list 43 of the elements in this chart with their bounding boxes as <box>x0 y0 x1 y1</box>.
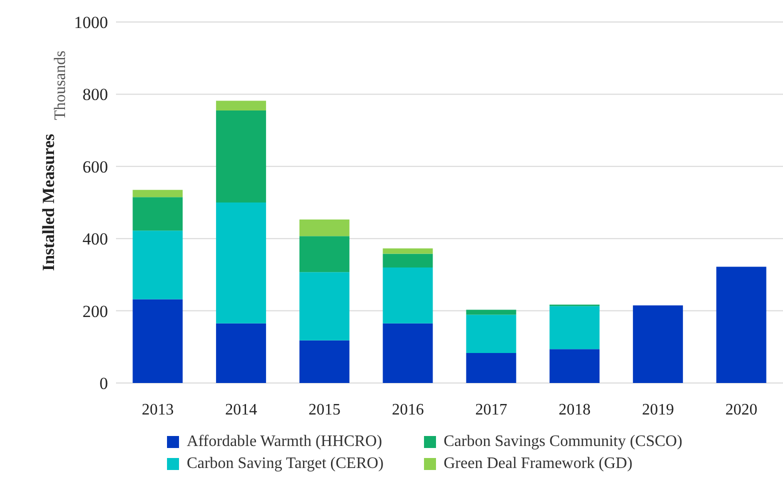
y-tick-label: 1000 <box>74 13 108 32</box>
x-tick-label: 2014 <box>225 401 258 418</box>
bar <box>216 323 266 383</box>
legend-label: Carbon Saving Target (CERO) <box>186 455 384 473</box>
bar <box>382 323 433 383</box>
bar <box>132 190 183 198</box>
legend-label: Affordable Warmth (HHCRO) <box>186 433 382 451</box>
y-tick-label: 0 <box>100 374 108 394</box>
bar <box>466 353 516 383</box>
bar <box>550 349 600 383</box>
bar <box>216 110 266 202</box>
bar <box>382 254 433 268</box>
y-tick-label: 200 <box>82 302 108 321</box>
bar <box>299 219 350 236</box>
y-axis-title: Installed Measures <box>39 134 58 272</box>
legend-label: Green Deal Framework (GD) <box>444 455 632 473</box>
bar <box>299 272 350 340</box>
bar <box>382 248 433 254</box>
x-tick-label: 2020 <box>725 401 758 418</box>
x-tick-label: 2015 <box>308 401 340 418</box>
legend-label: Carbon Savings Community (CSCO) <box>444 433 682 451</box>
x-tick-label: 2013 <box>142 401 174 418</box>
bar <box>132 197 183 231</box>
x-tick-label: 2018 <box>558 401 591 418</box>
y-tick-label: 400 <box>82 230 108 249</box>
bar <box>216 202 266 324</box>
x-tick-label: 2019 <box>642 401 674 418</box>
y-tick-label: 800 <box>82 85 108 104</box>
bar <box>716 266 766 383</box>
x-tick-label: 2017 <box>475 401 508 418</box>
y-tick-label: 600 <box>82 157 108 176</box>
bar <box>382 267 433 324</box>
bar <box>216 100 266 110</box>
bar <box>466 310 516 315</box>
x-tick-label: 2016 <box>392 401 424 418</box>
bar <box>299 340 350 383</box>
bar <box>132 230 183 300</box>
bar <box>466 314 516 354</box>
bar <box>550 306 600 350</box>
bar <box>632 305 683 383</box>
bar <box>299 236 350 272</box>
text: Thousands <box>52 50 69 120</box>
bar <box>132 299 183 383</box>
